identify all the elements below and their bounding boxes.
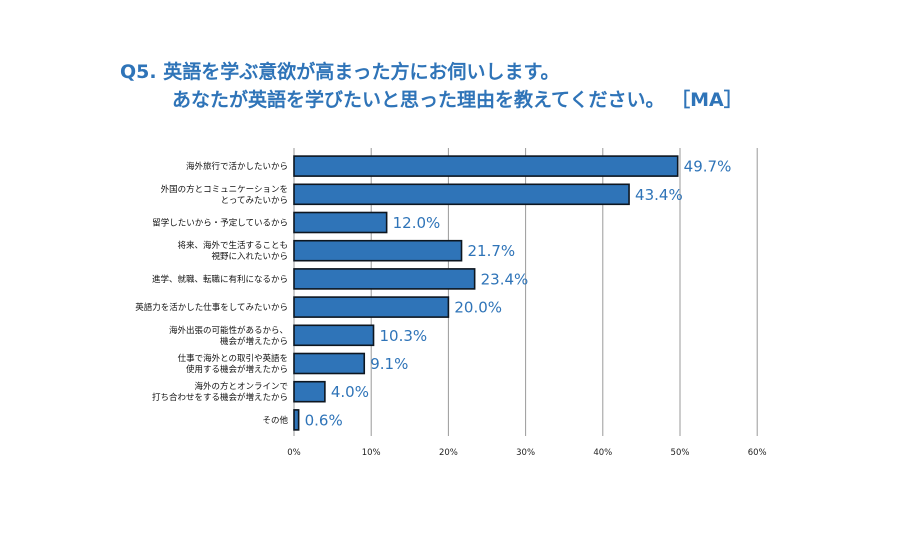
chart-title-line1: Q5. 英語を学ぶ意欲が高まった方にお伺いします。 (120, 61, 560, 83)
data-label: 20.0% (454, 299, 502, 317)
data-label: 4.0% (331, 383, 369, 401)
data-label: 10.3% (380, 327, 428, 345)
data-label: 12.0% (393, 214, 441, 232)
category-label-line: 視野に入れたいから (211, 251, 288, 262)
category-label-line: その他 (262, 415, 288, 426)
x-tick-label: 60% (748, 448, 767, 458)
x-tick-label: 10% (362, 448, 381, 458)
chart-title: Q5. 英語を学ぶ意欲が高まった方にお伺いします。 あなたが英語を学びたいと思っ… (120, 58, 743, 114)
bars (293, 155, 679, 431)
data-label: 43.4% (635, 186, 683, 204)
bar (293, 296, 450, 318)
category-label: 進学、就職、転職に有利になるから (152, 274, 288, 285)
chart-title-line2: あなたが英語を学びたいと思った理由を教えてください。 ［MA］ (172, 89, 743, 111)
x-tick-label: 30% (516, 448, 535, 458)
category-label-line: 仕事で海外との取引や英語を (178, 353, 288, 364)
category-label-line: 外国の方とコミュニケーションを (161, 184, 288, 195)
x-tick-label: 20% (439, 448, 458, 458)
category-label-line: とってみたいから (221, 196, 288, 206)
category-label: 海外旅行で活かしたいから (186, 161, 288, 172)
x-tick-label: 40% (593, 448, 612, 458)
bar (293, 268, 476, 290)
category-label: 留学したいから・予定しているから (152, 218, 288, 229)
category-label-line: 使用する機会が増えたから (186, 364, 288, 375)
bar (293, 155, 679, 177)
data-labels: 49.7%43.4% 12.0% 21.7% 23.4% 20.0% 10.3% 9.1%4… (305, 158, 732, 430)
category-label-line: 機会が増えたから (220, 336, 288, 347)
bar (293, 239, 463, 262)
data-label: 23.4% (481, 270, 529, 288)
data-label: 9.1% (370, 355, 408, 373)
bar (293, 183, 630, 206)
bar (293, 211, 388, 234)
category-label-line: 英語力を活かした仕事をしてみたいから (135, 302, 288, 313)
category-label-line: 進学、就職、転職に有利になるから (152, 274, 288, 285)
category-label-line: 海外の方とオンラインで (194, 381, 288, 392)
category-label-line: 打ち合わせをする機会が増えたから (152, 392, 288, 403)
x-tick-label: 0% (287, 448, 301, 458)
data-label: 49.7% (684, 158, 732, 176)
category-label: その他 (262, 415, 288, 426)
category-label-line: 海外旅行で活かしたいから (186, 161, 288, 172)
data-label: 21.7% (468, 242, 516, 260)
category-label-line: 留学したいから・予定しているから (152, 218, 288, 229)
category-labels: 海外旅行で活かしたいから外国の方とコミュニケーションをとってみたいから留学したい… (135, 161, 288, 426)
bar (293, 380, 326, 403)
category-label: 英語力を活かした仕事をしてみたいから (135, 302, 288, 313)
bar (293, 409, 300, 431)
bar (293, 324, 375, 347)
x-tick-label: 50% (671, 448, 690, 458)
data-label: 0.6% (305, 411, 343, 429)
category-label-line: 将来、海外で生活することも (177, 240, 288, 251)
bar (293, 352, 366, 375)
category-label-line: 海外出張の可能性があるから、 (169, 325, 288, 336)
x-axis-ticks: 0% 10% 20% 30% 40% 50% 60% (287, 448, 766, 458)
category-label: 海外出張の可能性があるから、機会が増えたから (169, 325, 288, 347)
